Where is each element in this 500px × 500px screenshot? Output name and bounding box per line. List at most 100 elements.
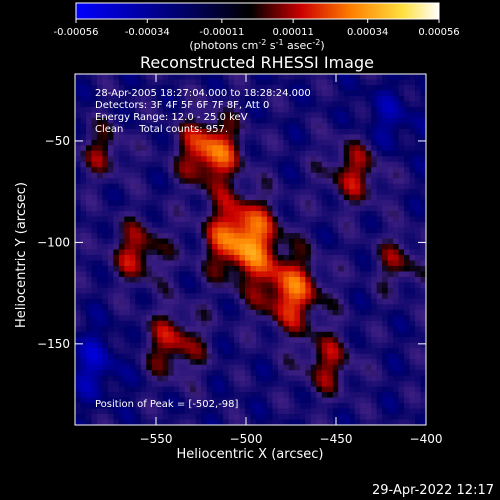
heatmap-cell <box>151 375 158 382</box>
heatmap-cell <box>343 194 350 201</box>
heatmap-cell <box>327 172 334 179</box>
heatmap-cell <box>272 298 279 305</box>
heatmap-cell <box>261 249 268 256</box>
heatmap-cell <box>85 375 92 382</box>
heatmap-cell <box>283 150 290 157</box>
heatmap-cell <box>261 326 268 333</box>
heatmap-cell <box>168 293 175 300</box>
heatmap-cell <box>387 189 394 195</box>
heatmap-cell <box>338 370 345 376</box>
heatmap-cell <box>354 74 361 80</box>
heatmap-cell <box>206 370 213 376</box>
heatmap-cell <box>201 381 207 387</box>
heatmap-cell <box>129 145 136 152</box>
heatmap-cell <box>245 139 251 146</box>
heatmap-cell <box>168 392 175 398</box>
heatmap-cell <box>277 101 284 108</box>
heatmap-cell <box>277 287 284 294</box>
heatmap-cell <box>80 386 87 393</box>
heatmap-cell <box>387 320 394 327</box>
heatmap-cell <box>223 260 229 267</box>
heatmap-cell <box>299 320 306 327</box>
heatmap-cell <box>107 359 114 365</box>
heatmap-cell <box>129 293 136 300</box>
heatmap-cell <box>354 298 361 305</box>
heatmap-cell <box>382 128 388 135</box>
heatmap-cell <box>102 315 109 322</box>
heatmap-cell <box>217 139 224 146</box>
heatmap-cell <box>162 134 169 141</box>
heatmap-cell <box>310 287 317 294</box>
heatmap-cell <box>398 298 405 305</box>
heatmap-cell <box>245 320 251 327</box>
heatmap-cell <box>404 419 410 426</box>
heatmap-cell <box>184 293 191 300</box>
heatmap-cell <box>151 381 158 387</box>
heatmap-cell <box>107 79 114 86</box>
heatmap-cell <box>272 117 279 124</box>
heatmap-cell <box>223 161 229 168</box>
heatmap-cell <box>151 112 158 119</box>
heatmap-cell <box>162 276 169 283</box>
heatmap-cell <box>146 331 153 338</box>
heatmap-cell <box>409 282 416 289</box>
heatmap-cell <box>398 419 405 426</box>
heatmap-cell <box>212 337 218 344</box>
heatmap-cell <box>327 293 334 300</box>
heatmap-cell <box>195 414 202 420</box>
heatmap-cell <box>332 315 339 322</box>
heatmap-cell <box>404 403 410 409</box>
heatmap-cell <box>245 90 251 97</box>
heatmap-cell <box>102 348 109 355</box>
heatmap-cell <box>129 194 136 201</box>
heatmap-cell <box>371 304 377 311</box>
heatmap-cell <box>118 189 125 195</box>
heatmap-cell <box>173 392 180 398</box>
heatmap-cell <box>288 139 295 146</box>
heatmap-cell <box>415 172 421 179</box>
heatmap-cell <box>321 408 328 415</box>
heatmap-cell <box>135 414 142 420</box>
heatmap-cell <box>157 315 164 322</box>
heatmap-cell <box>212 403 218 409</box>
heatmap-cell <box>162 370 169 376</box>
heatmap-cell <box>157 353 164 360</box>
heatmap-cell <box>129 315 136 322</box>
heatmap-cell <box>360 249 366 256</box>
heatmap-cell <box>250 112 257 119</box>
heatmap-cell <box>245 364 251 371</box>
heatmap-cell <box>316 304 323 311</box>
heatmap-cell <box>129 112 136 119</box>
heatmap-cell <box>140 84 147 91</box>
heatmap-cell <box>102 222 109 228</box>
heatmap-cell <box>316 403 323 409</box>
heatmap-cell <box>398 392 405 398</box>
heatmap-cell <box>195 359 202 365</box>
heatmap-cell <box>124 150 131 157</box>
heatmap-cell <box>135 167 142 174</box>
heatmap-cell <box>365 392 372 398</box>
heatmap-cell <box>299 117 306 124</box>
heatmap-cell <box>184 397 191 404</box>
heatmap-cell <box>420 326 427 333</box>
heatmap-cell <box>107 84 114 91</box>
heatmap-cell <box>113 260 120 267</box>
heatmap-cell <box>234 419 240 426</box>
heatmap-cell <box>135 370 142 376</box>
heatmap-cell <box>250 161 257 168</box>
heatmap-cell <box>91 348 98 355</box>
heatmap-cell <box>266 276 273 283</box>
heatmap-cell <box>190 101 196 108</box>
heatmap-cell <box>184 74 191 80</box>
heatmap-cell <box>168 123 175 130</box>
heatmap-cell <box>102 342 109 349</box>
heatmap-cell <box>245 117 251 124</box>
heatmap-cell <box>96 74 103 80</box>
heatmap-cell <box>135 222 142 228</box>
heatmap-cell <box>96 106 103 113</box>
heatmap-cell <box>151 172 158 179</box>
heatmap-cell <box>234 95 240 102</box>
heatmap-cell <box>349 139 356 146</box>
heatmap-cell <box>387 161 394 168</box>
heatmap-cell <box>299 326 306 333</box>
